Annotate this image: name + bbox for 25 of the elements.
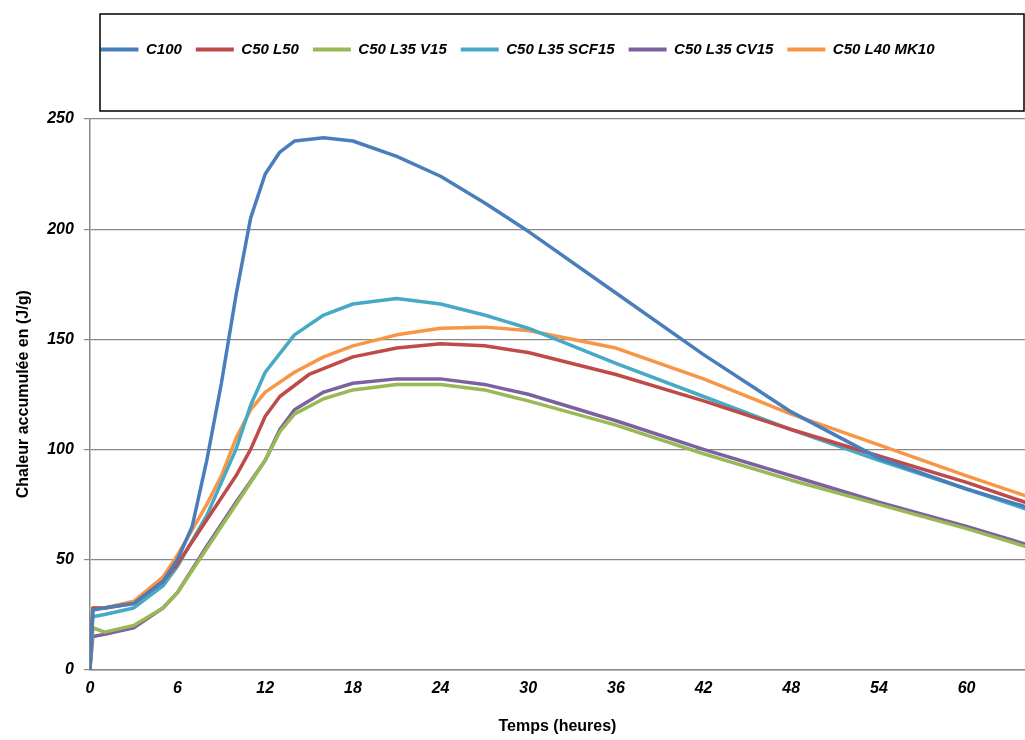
y-tick-label: 100 [47, 439, 74, 457]
y-tick-label: 50 [56, 549, 74, 567]
x-tick-label: 60 [957, 678, 976, 696]
legend-label: C50 L50 [241, 39, 300, 57]
legend-label: C50 L35 SCF15 [506, 39, 616, 57]
x-tick-label: 24 [430, 678, 450, 696]
x-tick-label: 36 [606, 678, 625, 696]
x-tick-label: 48 [781, 678, 801, 696]
legend-label: C100 [145, 39, 183, 57]
legend-label: C50 L35 V15 [358, 39, 448, 57]
x-tick-label: 54 [869, 678, 888, 696]
y-tick-label: 250 [46, 109, 74, 127]
x-tick-label: 0 [85, 678, 95, 696]
legend-label: C50 L40 MK10 [832, 39, 936, 57]
x-tick-label: 6 [173, 678, 183, 696]
y-tick-label: 200 [46, 219, 74, 237]
x-tick-label: 42 [693, 678, 713, 696]
legend-label: C50 L35 CV15 [674, 39, 774, 57]
x-axis-title: Temps (heures) [498, 716, 617, 734]
y-tick-label: 0 [64, 660, 74, 678]
y-axis-title: Chaleur accumulée en (J/g) [14, 290, 32, 499]
x-tick-label: 18 [344, 678, 362, 696]
y-tick-label: 150 [47, 329, 74, 347]
x-tick-label: 30 [519, 678, 538, 696]
x-tick-label: 12 [256, 678, 275, 696]
